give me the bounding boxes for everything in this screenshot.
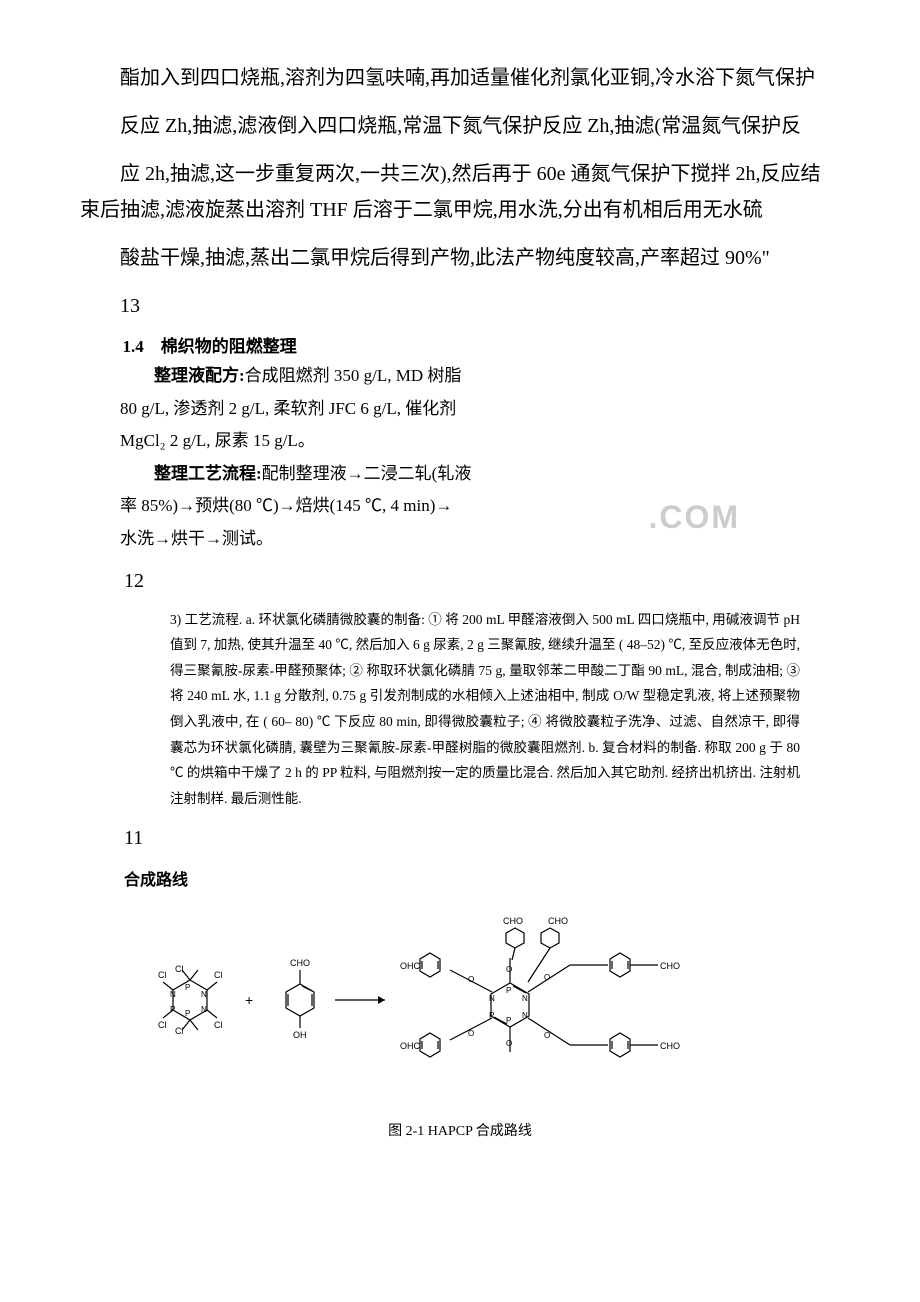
recipe-label-2: 整理工艺流程: [154, 464, 262, 483]
recipe-text-3: MgCl₂ 2 g/L, 尿素 15 g/L。 [120, 426, 800, 457]
svg-text:CHO: CHO [548, 916, 568, 926]
svg-text:CHO: CHO [660, 961, 680, 971]
svg-text:N: N [201, 990, 207, 999]
svg-text:CHO: CHO [660, 1041, 680, 1051]
process-block: 3) 工艺流程. a. 环状氯化磷腈微胶囊的制备: ① 将 200 mL 甲醛溶… [170, 607, 800, 812]
svg-text:CHO: CHO [290, 958, 310, 968]
svg-text:P: P [170, 1005, 175, 1014]
reaction-figure: Cl Cl Cl Cl Cl Cl P N P N N P [80, 910, 840, 1110]
recipe-text-5: 率 85%)→预烘(80 ℃)→焙烘(145 ℃, 4 min)→ [120, 496, 452, 515]
svg-text:Cl: Cl [175, 1026, 184, 1036]
svg-text:O: O [506, 965, 512, 974]
svg-text:O: O [544, 1031, 550, 1040]
svg-text:Cl: Cl [214, 1020, 223, 1030]
ref-number-12: 12 [124, 563, 840, 599]
paragraph-1: 酯加入到四口烧瓶,溶剂为四氢呋喃,再加适量催化剂氯化亚铜,冷水浴下氮气保护 [80, 60, 840, 96]
recipe-text-2: 80 g/L, 渗透剂 2 g/L, 柔软剂 JFC 6 g/L, 催化剂 [120, 394, 800, 425]
svg-text:Cl: Cl [158, 970, 167, 980]
ref-number-13: 13 [80, 288, 840, 324]
section-1-4-heading: 1.4 棉织物的阻燃整理 [80, 332, 840, 357]
svg-text:N: N [522, 994, 528, 1003]
recipe-label-1: 整理液配方: [154, 366, 245, 385]
svg-text:OHC: OHC [400, 961, 421, 971]
paragraph-3: 应 2h,抽滤,这一步重复两次,一共三次),然后再于 60e 通氮气保护下搅拌 … [80, 156, 840, 228]
recipe-text-4: 配制整理液→二浸二轧(轧液 [262, 464, 472, 483]
svg-text:+: + [245, 992, 253, 1008]
svg-text:CHO: CHO [503, 916, 523, 926]
svg-text:OH: OH [293, 1030, 307, 1040]
svg-text:O: O [468, 1029, 474, 1038]
svg-text:Cl: Cl [175, 964, 184, 974]
svg-text:N: N [522, 1011, 528, 1020]
svg-text:P: P [185, 983, 190, 992]
svg-text:OHC: OHC [400, 1041, 421, 1051]
recipe-text-1: 合成阻燃剂 350 g/L, MD 树脂 [245, 366, 462, 385]
svg-text:P: P [185, 1009, 190, 1018]
figure-caption: 图 2-1 HAPCP 合成路线 [80, 1120, 840, 1140]
svg-text:Cl: Cl [214, 970, 223, 980]
recipe-block: 整理液配方:合成阻燃剂 350 g/L, MD 树脂 80 g/L, 渗透剂 2… [120, 361, 800, 555]
svg-text:N: N [170, 990, 176, 999]
ref-number-11: 11 [124, 820, 840, 856]
svg-text:P: P [506, 986, 511, 995]
paragraph-4: 酸盐干燥,抽滤,蒸出二氯甲烷后得到产物,此法产物纯度较高,产率超过 90%" [80, 240, 840, 276]
watermark-text: .COM [648, 489, 740, 547]
svg-text:O: O [544, 973, 550, 982]
route-title: 合成路线 [124, 866, 840, 890]
svg-text:Cl: Cl [158, 1020, 167, 1030]
svg-text:N: N [489, 994, 495, 1003]
svg-text:O: O [468, 975, 474, 984]
paragraph-2: 反应 Zh,抽滤,滤液倒入四口烧瓶,常温下氮气保护反应 Zh,抽滤(常温氮气保护… [80, 108, 840, 144]
svg-text:O: O [506, 1039, 512, 1048]
svg-text:N: N [201, 1005, 207, 1014]
